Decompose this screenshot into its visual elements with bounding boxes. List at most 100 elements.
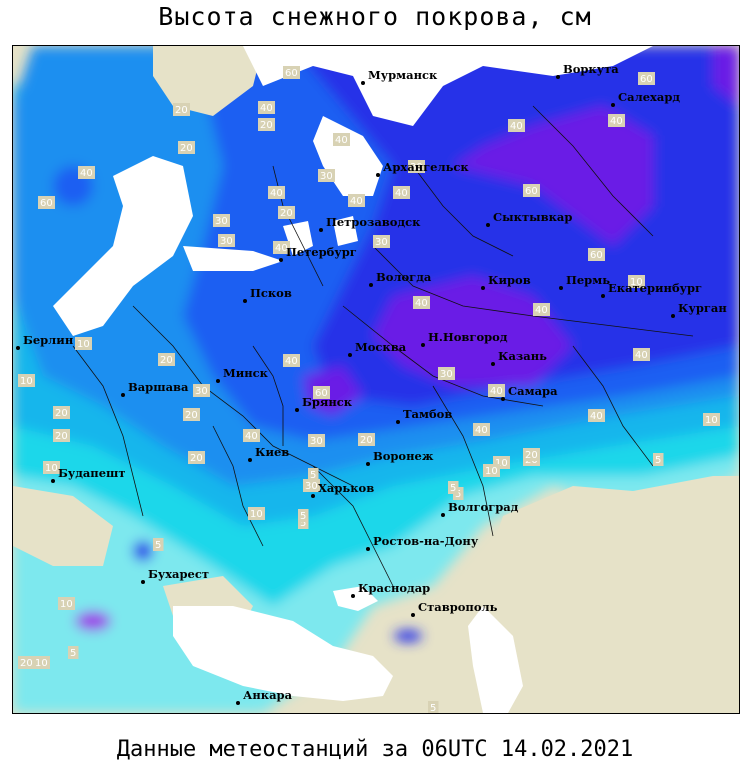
city-dot-icon — [216, 379, 220, 383]
city-dot-icon — [295, 408, 299, 412]
isoline-label: 40 — [243, 429, 260, 442]
city-dot-icon — [411, 613, 415, 617]
isoline-value: 5 — [310, 470, 316, 481]
isoline-label: 30 — [318, 169, 335, 182]
isoline-value: 40 — [415, 298, 428, 309]
city-dot-icon — [243, 299, 247, 303]
city-markers: Мурманск Воркута Салехард Архангельск Петроз… — [16, 62, 727, 705]
isoline-value: 10 — [250, 509, 263, 520]
city-dot-icon — [361, 81, 365, 85]
isoline-label: 20 — [53, 406, 70, 419]
city-marker: Варшава — [121, 380, 189, 397]
map-footer: Данные метеостанций за 06UTC 14.02.2021 — [116, 737, 634, 762]
isoline-value: 40 — [350, 196, 363, 207]
isoline-value: 20 — [55, 408, 68, 419]
isoline-label: 5 — [68, 646, 79, 659]
city-dot-icon — [491, 362, 495, 366]
isoline-label: 40 — [588, 409, 605, 422]
isoline-label: 30 — [218, 234, 235, 247]
isoline-label: 5 — [298, 516, 309, 529]
city-dot-icon — [366, 462, 370, 466]
isoline-label: 60 — [638, 72, 655, 85]
city-dot-icon — [319, 228, 323, 232]
isoline-value: 10 — [77, 339, 90, 350]
isoline-value: 5 — [155, 540, 161, 551]
snow-zone-peak — [394, 630, 422, 642]
isoline-value: 40 — [610, 116, 623, 127]
isoline-value: 40 — [285, 356, 298, 367]
isoline-label: 40 — [78, 166, 95, 179]
city-marker: Будапешт — [51, 466, 126, 483]
snow-zone-60-plus — [303, 366, 363, 416]
isoline-label: 10 — [18, 374, 35, 387]
city-marker: Ростов-на-Дону — [366, 534, 479, 551]
city-label: Анкара — [243, 688, 293, 702]
isoline-label: 10 — [703, 413, 720, 426]
isoline-value: 40 — [510, 121, 523, 132]
isoline-label: 40 — [508, 119, 525, 132]
city-marker: Бухарест — [141, 567, 209, 584]
city-dot-icon — [121, 393, 125, 397]
isoline-label: 10 — [33, 656, 50, 669]
isoline-value: 40 — [270, 188, 283, 199]
city-marker: Сыктывкар — [486, 210, 572, 227]
isoline-label: 30 — [213, 214, 230, 227]
city-dot-icon — [556, 75, 560, 79]
isoline-value: 60 — [40, 198, 53, 209]
city-dot-icon — [366, 547, 370, 551]
city-dot-icon — [248, 458, 252, 462]
isoline-label: 30 — [303, 479, 320, 492]
isoline-value: 40 — [245, 431, 258, 442]
city-dot-icon — [279, 258, 283, 262]
isoline-label: 20 — [278, 206, 295, 219]
isoline-label: 5 — [298, 509, 309, 522]
isoline-value: 30 — [220, 236, 233, 247]
isoline-value: 40 — [335, 135, 348, 146]
isoline-value: 30 — [375, 237, 388, 248]
isoline-value: 20 — [360, 435, 373, 446]
isoline-value: 30 — [305, 481, 318, 492]
isoline-label: 40 — [393, 186, 410, 199]
city-marker: Псков — [243, 286, 292, 303]
azov-sea — [333, 586, 378, 611]
isoline-value: 20 — [180, 143, 193, 154]
isoline-value: 60 — [285, 68, 298, 79]
city-label: Берлин — [23, 333, 74, 347]
isoline-value: 10 — [705, 415, 718, 426]
city-label: Харьков — [318, 481, 374, 495]
snow-zone-60-plus — [713, 46, 739, 106]
isoline-value: 10 — [45, 463, 58, 474]
city-marker: Москва — [348, 340, 407, 357]
snow-depth-map: 20 40 60 60 40 40 20 40 30 40 30 40 60 40 30 20 40 60 20 30… — [12, 45, 740, 714]
isoline-value: 20 — [55, 431, 68, 442]
city-dot-icon — [601, 294, 605, 298]
isoline-label: 30 — [308, 434, 325, 447]
onega-lake — [333, 216, 358, 246]
city-marker: Анкара — [236, 688, 293, 705]
isoline-label: 40 — [283, 354, 300, 367]
city-marker: Петербург — [279, 245, 357, 262]
city-label: Бухарест — [148, 567, 209, 581]
city-label: Тамбов — [403, 407, 452, 421]
city-label: Архангельск — [383, 160, 469, 174]
city-marker: Киев — [248, 445, 289, 462]
bare-land-southeast — [463, 476, 739, 713]
isoline-label: 20 — [173, 103, 190, 116]
city-dot-icon — [236, 701, 240, 705]
city-dot-icon — [559, 286, 563, 290]
isoline-value: 10 — [495, 458, 508, 469]
isoline-label: 20 — [178, 141, 195, 154]
isoline-label: 40 — [273, 241, 290, 254]
isoline-value: 60 — [640, 74, 653, 85]
isoline-label: 60 — [523, 184, 540, 197]
city-label: Киев — [255, 445, 289, 459]
isoline-label: 10 — [75, 337, 92, 350]
city-label: Брянск — [302, 395, 353, 409]
city-dot-icon — [421, 343, 425, 347]
city-label: Пермь — [566, 273, 610, 287]
isoline-value: 10 — [485, 466, 498, 477]
isoline-label: 30 — [408, 160, 425, 173]
city-marker: Казань — [491, 349, 547, 366]
isoline-label: 20 — [523, 448, 540, 461]
city-dot-icon — [348, 353, 352, 357]
